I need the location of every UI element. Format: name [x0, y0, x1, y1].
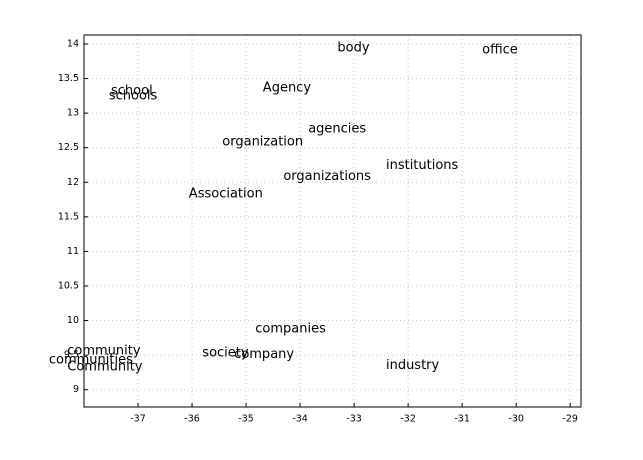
word-label: Community — [67, 359, 143, 374]
word-label: agencies — [308, 122, 366, 137]
x-tick-label: -33 — [346, 414, 362, 425]
x-tick-label: -32 — [400, 414, 416, 425]
word-label: institutions — [386, 158, 459, 173]
x-tick-label: -35 — [238, 414, 254, 425]
y-tick-label: 9.5 — [64, 350, 79, 361]
x-tick-label: -37 — [130, 414, 146, 425]
y-tick-label: 11.5 — [58, 211, 79, 222]
word-label: Association — [189, 187, 263, 202]
word-label: school — [111, 84, 153, 99]
word-label: organization — [222, 135, 303, 150]
x-tick-label: -30 — [508, 414, 524, 425]
x-tick-label: -36 — [184, 414, 200, 425]
word-label: companies — [255, 321, 326, 336]
word-label: society — [202, 346, 249, 361]
y-tick-label: 14 — [67, 38, 79, 49]
word-label: company — [234, 347, 294, 362]
word-label: communities — [49, 352, 133, 367]
y-tick-label: 11 — [67, 246, 79, 257]
y-tick-label: 9 — [73, 384, 79, 395]
word-label: office — [482, 43, 518, 58]
word-label: body — [337, 41, 369, 56]
y-tick-label: 12 — [67, 177, 79, 188]
x-tick-label: -34 — [292, 414, 308, 425]
word-label: industry — [386, 358, 440, 373]
x-tick-label: -31 — [454, 414, 470, 425]
y-tick-label: 10.5 — [58, 280, 79, 291]
plot-frame — [83, 34, 582, 408]
y-tick-label: 12.5 — [58, 142, 79, 153]
y-tick-label: 13 — [67, 108, 79, 119]
y-tick-label: 10 — [67, 315, 79, 326]
word-label: organizations — [283, 169, 371, 184]
word-label: Agency — [263, 81, 312, 96]
word-label: schools — [109, 88, 158, 103]
x-tick-label: -29 — [562, 414, 578, 425]
word-label: community — [67, 343, 141, 358]
y-tick-label: 13.5 — [58, 73, 79, 84]
